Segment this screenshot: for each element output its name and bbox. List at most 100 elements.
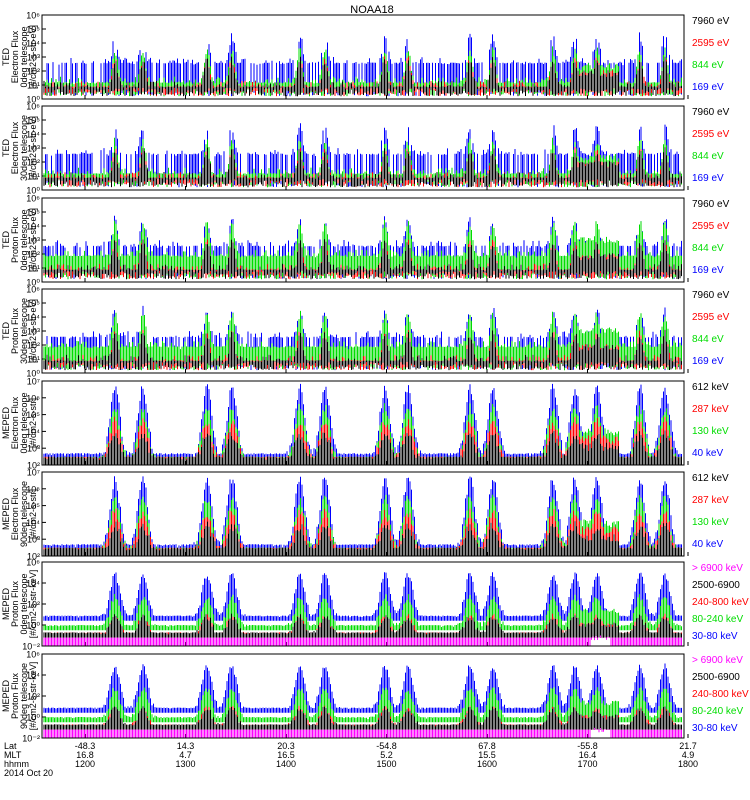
legend-entry: 844 eV — [692, 243, 724, 254]
y-tick-label: 10⁶ — [26, 102, 40, 112]
y-tick-label: 10⁴ — [26, 39, 40, 49]
x-tick-label-hhmm: 1800 — [678, 759, 698, 769]
y-tick-label: 10³ — [27, 236, 40, 246]
y-tick-label: 10⁵ — [26, 208, 40, 218]
y-axis-label: TEDProton Flux30deg telescope[#/cm2-s-st… — [1, 298, 38, 364]
y-tick-label: 10³ — [27, 144, 40, 154]
legend-entry: 2595 eV — [692, 221, 730, 232]
y-tick-label: 10⁴ — [26, 579, 40, 589]
panel-meped-e-0: 10² 10³ 10⁴ 10⁵ 10⁶ 10⁷ MEPEDElectron Flux0deg… — [1, 377, 729, 471]
legend-entry: 130 keV — [692, 426, 729, 437]
series-trace — [43, 635, 682, 646]
legend: 7960 eV 2595 eV 844 eV 169 eV — [692, 199, 730, 276]
legend-entry: 844 eV — [692, 60, 724, 71]
x-tick-label-hhmm: 1300 — [175, 759, 195, 769]
y-tick-label: 10⁶ — [26, 194, 40, 204]
x-tick-label-hhmm: 1200 — [75, 759, 95, 769]
x-row-label: MLT — [4, 750, 22, 760]
legend-entry: 169 eV — [692, 265, 724, 276]
legend: 612 keV 287 keV 130 keV 40 keV — [692, 473, 729, 550]
y-tick-label: 10⁶ — [26, 11, 40, 21]
x-row-label: Lat — [4, 741, 17, 751]
series-trace — [43, 706, 682, 730]
x-tick-label-lat: 67.8 — [478, 741, 496, 751]
y-tick-label: 10⁵ — [26, 299, 40, 309]
legend-entry: 2595 eV — [692, 129, 730, 140]
y-tick-label: 10¹ — [27, 172, 40, 182]
y-axis-label: TEDElectron Flux30deg telescope[#/cm2-s-… — [1, 115, 38, 181]
y-tick-label: 10³ — [27, 535, 40, 545]
y-axis-label: MEPEDElectron Flux90deg telescope[#/cm2-… — [1, 481, 38, 547]
legend-entry: 2500-6900 — [692, 580, 740, 591]
legend-entry: 169 eV — [692, 173, 724, 184]
panel-ted-p-30: 10⁰ 10¹ 10² 10³ 10⁴ 10⁵ 10⁶ TEDProton Flux30deg… — [1, 285, 730, 379]
legend: > 6900 keV 2500-6900 240-800 keV 80-240 keV… — [692, 655, 749, 734]
legend-entry: 7960 eV — [692, 290, 730, 301]
legend-entry: 7960 eV — [692, 16, 730, 27]
series-trace — [43, 147, 682, 188]
y-tick-label: 10² — [27, 692, 40, 702]
legend-entry: 30-80 keV — [692, 631, 738, 642]
legend: 7960 eV 2595 eV 844 eV 169 eV — [692, 107, 730, 184]
y-tick-label: 10⁴ — [26, 427, 40, 437]
series-trace — [43, 727, 682, 738]
y-tick-label: 10² — [27, 158, 40, 168]
x-tick-label-hhmm: 1500 — [376, 759, 396, 769]
x-tick-label-lat: 14.3 — [177, 741, 195, 751]
x-tick-label-mlt: 4.9 — [682, 750, 695, 760]
y-axis-label: MEPEDElectron Flux0deg telescope[#/cm2-s… — [1, 392, 38, 453]
x-tick-label-hhmm: 1700 — [577, 759, 597, 769]
y-tick-label: 10² — [27, 341, 40, 351]
series-trace — [43, 56, 682, 97]
x-tick-label-lat: 20.3 — [277, 741, 295, 751]
x-tick-label-mlt: 16.8 — [76, 750, 94, 760]
y-tick-label: 10⁶ — [26, 650, 40, 660]
panel-ted-e-0: 10⁰ 10¹ 10² 10³ 10⁴ 10⁵ 10⁶ TEDElectron Flux0de… — [1, 11, 730, 105]
y-tick-label: 10¹ — [27, 81, 40, 91]
legend: > 6900 keV 2500-6900 240-800 keV 80-240 keV… — [692, 563, 749, 642]
y-tick-label: 10² — [27, 67, 40, 77]
x-row-label: hhmm — [4, 759, 29, 769]
legend-entry: 287 keV — [692, 404, 729, 415]
y-tick-label: 10⁰ — [26, 186, 40, 196]
x-tick-label-mlt: 16.4 — [579, 750, 597, 760]
y-tick-label: 10⁷ — [27, 377, 40, 387]
y-tick-label: 10¹ — [27, 264, 40, 274]
y-tick-label: 10⁵ — [26, 25, 40, 35]
legend-entry: 240-800 keV — [692, 597, 749, 608]
series-trace — [43, 613, 682, 638]
y-tick-label: 10⁴ — [26, 518, 40, 528]
legend-entry: 612 keV — [692, 382, 729, 393]
legend-entry: 130 keV — [692, 517, 729, 528]
series-trace — [43, 430, 682, 465]
y-tick-label: 10³ — [27, 444, 40, 454]
legend-entry: > 6900 keV — [692, 655, 743, 666]
y-tick-label: 10⁰ — [26, 621, 40, 631]
panel-ted-p-0: 10⁰ 10¹ 10² 10³ 10⁴ 10⁵ 10⁶ TEDProton Flux0deg … — [1, 194, 730, 288]
y-tick-label: 10⁴ — [26, 222, 40, 232]
y-tick-label: 10⁷ — [27, 468, 40, 478]
y-tick-label: 10⁶ — [26, 393, 40, 403]
y-axis-label: TEDElectron Flux0deg telescope[#/cm2-s-s… — [1, 25, 38, 89]
legend-entry: 2595 eV — [692, 38, 730, 49]
legend-entry: 612 keV — [692, 473, 729, 484]
x-tick-label-hhmm: 1600 — [477, 759, 497, 769]
legend: 612 keV 287 keV 130 keV 40 keV — [692, 382, 729, 459]
legend-entry: 844 eV — [692, 151, 724, 162]
x-tick-label-mlt: 5.2 — [380, 750, 393, 760]
legend-entry: 80-240 keV — [692, 706, 743, 717]
y-tick-label: 10⁵ — [26, 501, 40, 511]
date-label: 2014 Oct 20 — [4, 768, 53, 778]
legend-entry: > 6900 keV — [692, 563, 743, 574]
y-axis-label: MEPEDProton Flux0deg telescope[#/cm2-s-s… — [1, 570, 38, 639]
series-trace — [46, 32, 682, 97]
y-tick-label: 10⁴ — [26, 130, 40, 140]
y-axis-label: MEPEDProton Flux90deg telescope[#/cm2-s-… — [1, 662, 38, 731]
x-tick-label-mlt: 16.5 — [277, 750, 295, 760]
y-tick-label: 10¹ — [27, 355, 40, 365]
x-tick-label-mlt: 4.7 — [179, 750, 192, 760]
legend: 7960 eV 2595 eV 844 eV 169 eV — [692, 16, 730, 93]
x-tick-label-lat: -55.8 — [577, 741, 598, 751]
y-tick-label: 10⁶ — [26, 285, 40, 295]
